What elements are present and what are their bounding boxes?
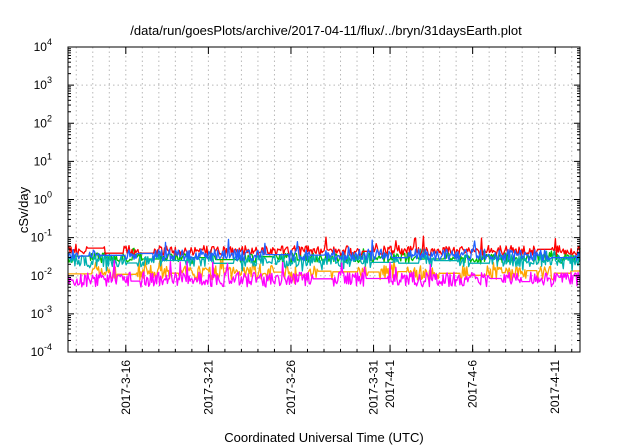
- series-layer: [67, 235, 581, 288]
- grid: [68, 47, 580, 352]
- y-tick-labels: 10-4 10-3 10-2 10-1 100 101 102 103 104: [31, 37, 52, 359]
- x-axis-label: Coordinated Universal Time (UTC): [224, 430, 423, 445]
- y-tick-label: 100: [34, 190, 52, 207]
- y-tick-label: 103: [34, 75, 52, 92]
- y-tick-label: 10-4: [31, 342, 52, 359]
- y-axis-label: cSv/day: [16, 186, 31, 233]
- y-tick-label: 104: [34, 37, 52, 54]
- x-tick-labels: 2017-3-16 2017-3-21 2017-3-26 2017-3-31 2017…: [119, 360, 562, 415]
- y-tick-label: 10-1: [31, 228, 52, 245]
- x-tick-label: 2017-3-26: [284, 360, 298, 415]
- y-tick-label: 10-2: [31, 266, 52, 283]
- x-tick-label: 2017-4-11: [548, 360, 562, 414]
- y-tick-label: 102: [34, 113, 52, 130]
- x-tick-label: 2017-4-1: [383, 360, 397, 408]
- x-tick-label: 2017-3-21: [201, 360, 215, 415]
- x-tick-label: 2017-3-16: [119, 360, 133, 415]
- series-line-4: [67, 238, 581, 262]
- x-tick-label: 2017-4-6: [466, 360, 480, 408]
- y-tick-label: 101: [34, 151, 52, 168]
- chart-title: /data/run/goesPlots/archive/2017-04-11/f…: [130, 23, 522, 38]
- x-tick-label: 2017-3-31: [367, 360, 381, 415]
- y-tick-label: 10-3: [31, 304, 52, 321]
- ticks: [68, 46, 580, 353]
- series-line-5: [67, 260, 581, 288]
- series-line-0: [67, 235, 581, 256]
